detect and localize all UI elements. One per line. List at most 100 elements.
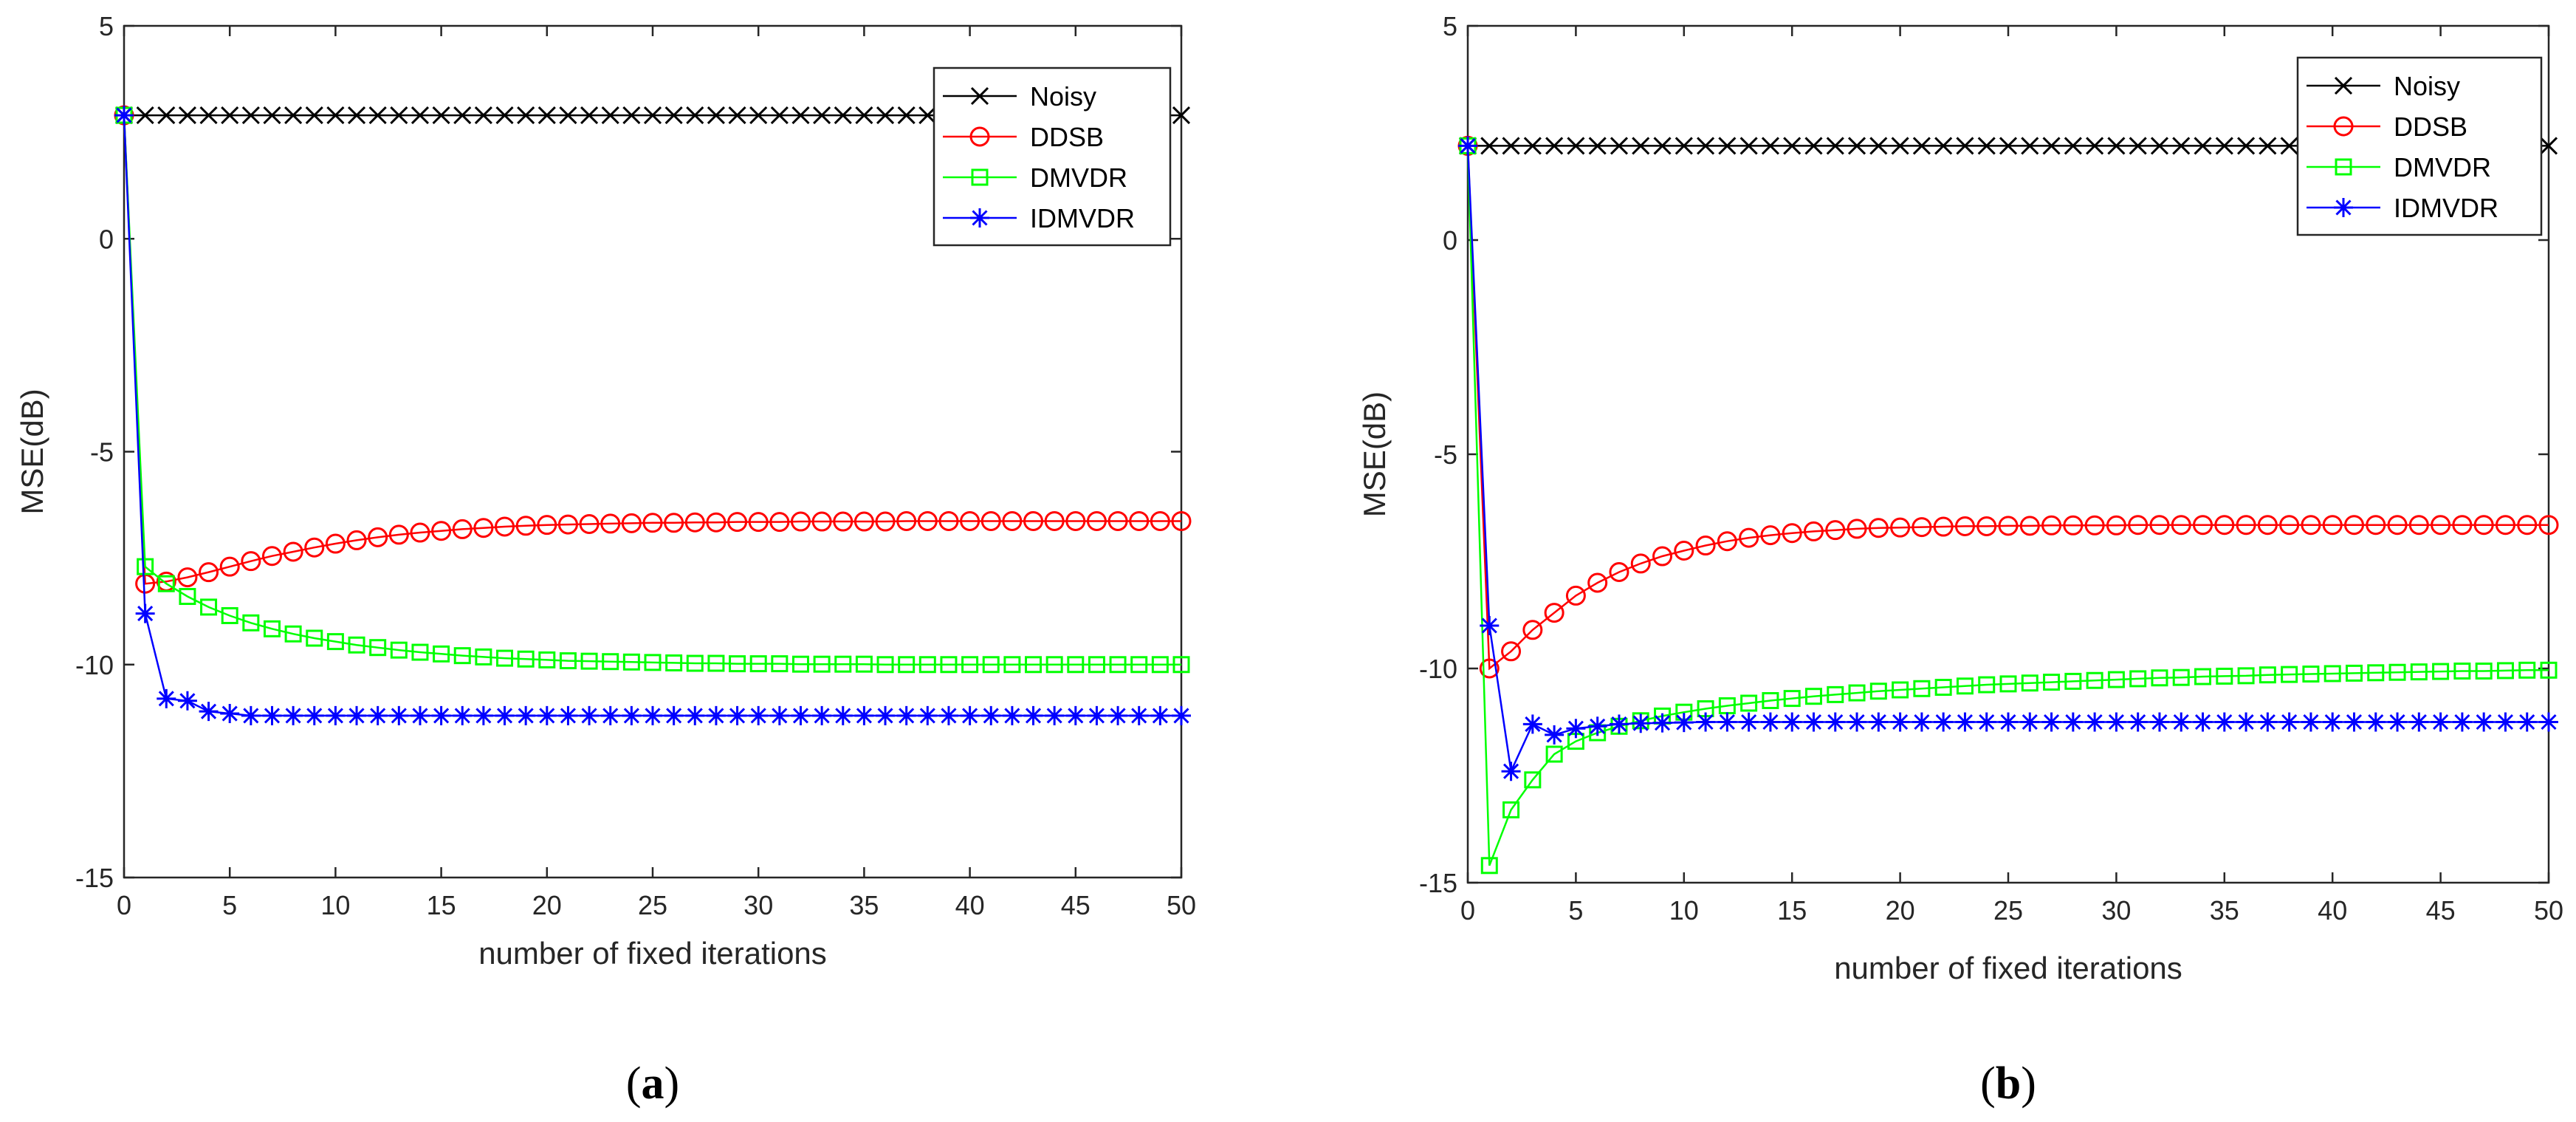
- data-point-ddsb: [980, 510, 1001, 531]
- data-point-noisy: [622, 106, 641, 125]
- data-point-dmvdr: [2432, 663, 2450, 680]
- data-point-dmvdr: [2323, 665, 2341, 683]
- data-point-ddsb: [579, 514, 600, 535]
- data-point-ddsb: [199, 562, 219, 583]
- x-tick-label: 15: [1777, 895, 1807, 926]
- data-point-noisy: [664, 106, 683, 125]
- data-point-ddsb: [1998, 516, 2019, 536]
- data-point-ddsb: [1954, 516, 1975, 536]
- data-point-idmvdr: [600, 705, 620, 725]
- data-point-ddsb: [1065, 510, 1086, 531]
- data-point-idmvdr: [1717, 712, 1737, 732]
- data-point-dmvdr: [898, 656, 916, 674]
- data-point-ddsb: [896, 510, 917, 531]
- data-point-idmvdr: [1023, 705, 1043, 725]
- data-point-ddsb: [1674, 541, 1694, 561]
- data-point-noisy: [897, 106, 916, 125]
- x-tick-label: 30: [2101, 895, 2131, 926]
- data-point-idmvdr: [199, 702, 219, 722]
- data-point-ddsb: [2343, 515, 2364, 536]
- data-point-idmvdr: [685, 705, 705, 725]
- data-point-noisy: [432, 106, 450, 125]
- data-point-dmvdr: [1130, 656, 1148, 674]
- data-point-dmvdr: [876, 656, 894, 674]
- data-point-idmvdr: [1480, 616, 1500, 635]
- data-point-dmvdr: [200, 598, 218, 616]
- data-point-dmvdr: [1480, 857, 1498, 875]
- data-point-idmvdr: [1501, 762, 1521, 781]
- data-point-idmvdr: [558, 705, 578, 725]
- data-point-ddsb: [495, 516, 515, 537]
- data-point-ddsb: [346, 530, 367, 550]
- data-point-idmvdr: [938, 705, 958, 725]
- legend-entry: Noisy: [943, 81, 1096, 112]
- data-point-noisy: [495, 106, 514, 125]
- data-point-dmvdr: [179, 588, 196, 606]
- data-point-ddsb: [2063, 515, 2084, 536]
- data-point-idmvdr: [2171, 712, 2191, 732]
- series-line-ddsb: [1466, 146, 2549, 671]
- data-point-dmvdr: [1783, 690, 1801, 708]
- data-point-ddsb: [2171, 515, 2191, 536]
- data-point-noisy: [2259, 137, 2277, 155]
- data-point-idmvdr: [1847, 712, 1867, 732]
- x-tick-label: 45: [2426, 895, 2456, 926]
- data-point-ddsb: [2214, 515, 2235, 536]
- data-point-idmvdr: [1934, 712, 1954, 732]
- data-point-idmvdr: [2517, 712, 2537, 732]
- data-point-ddsb: [2301, 515, 2321, 536]
- data-point-dmvdr: [1045, 656, 1063, 674]
- data-point-idmvdr: [769, 705, 789, 725]
- data-point-dmvdr: [1172, 656, 1190, 674]
- data-point-ddsb: [1086, 510, 1107, 531]
- data-point-dmvdr: [1978, 676, 1996, 694]
- data-point-noisy: [2539, 137, 2558, 155]
- data-point-idmvdr: [1739, 712, 1759, 732]
- data-point-noisy: [1847, 137, 1866, 155]
- data-point-noisy: [770, 106, 789, 125]
- data-point-ddsb: [557, 514, 578, 535]
- y-axis-title: MSE(dB): [1357, 391, 1392, 517]
- data-point-idmvdr: [304, 705, 324, 725]
- data-point-noisy: [2237, 137, 2256, 155]
- data-point-ddsb: [241, 551, 261, 572]
- legend-entry: IDMVDR: [2307, 193, 2498, 223]
- legend-box: [2296, 56, 2543, 236]
- data-point-ddsb: [2236, 515, 2256, 536]
- data-point-idmvdr: [981, 705, 1001, 725]
- data-point-idmvdr: [1002, 705, 1022, 725]
- data-point-idmvdr: [1631, 714, 1651, 733]
- y-tick-label: -5: [90, 437, 114, 468]
- data-point-idmvdr: [495, 705, 515, 725]
- data-point-dmvdr: [791, 655, 809, 673]
- data-point-noisy: [263, 106, 281, 125]
- data-point-idmvdr: [918, 705, 938, 725]
- data-point-ddsb: [1803, 521, 1824, 541]
- data-point-idmvdr: [706, 705, 726, 725]
- data-point-idmvdr: [1804, 712, 1824, 732]
- data-point-noisy: [580, 106, 599, 125]
- data-point-dmvdr: [2410, 663, 2428, 681]
- data-point-ddsb: [177, 567, 198, 588]
- data-point-ddsb: [1171, 510, 1192, 531]
- data-point-idmvdr: [326, 705, 346, 725]
- data-point-noisy: [1653, 137, 1672, 155]
- data-point-dmvdr: [1892, 681, 1909, 699]
- data-point-idmvdr: [1087, 705, 1107, 725]
- x-tick-label: 40: [2318, 895, 2347, 926]
- data-point-ddsb: [1976, 516, 1997, 536]
- data-point-dmvdr: [263, 620, 281, 637]
- data-point-dmvdr: [1740, 694, 1758, 712]
- x-axis-title: number of fixed iterations: [478, 936, 827, 971]
- data-point-idmvdr: [1587, 716, 1607, 736]
- data-point-dmvdr: [284, 625, 302, 643]
- data-point-ddsb: [1129, 510, 1150, 531]
- data-point-ddsb: [1002, 510, 1023, 531]
- data-point-dmvdr: [1067, 656, 1085, 674]
- data-point-ddsb: [1565, 585, 1586, 606]
- data-point-idmvdr: [2106, 712, 2126, 732]
- data-point-idmvdr: [2366, 712, 2386, 732]
- data-point-dmvdr: [580, 652, 598, 670]
- data-point-idmvdr: [2085, 712, 2105, 732]
- data-point-dmvdr: [940, 656, 958, 674]
